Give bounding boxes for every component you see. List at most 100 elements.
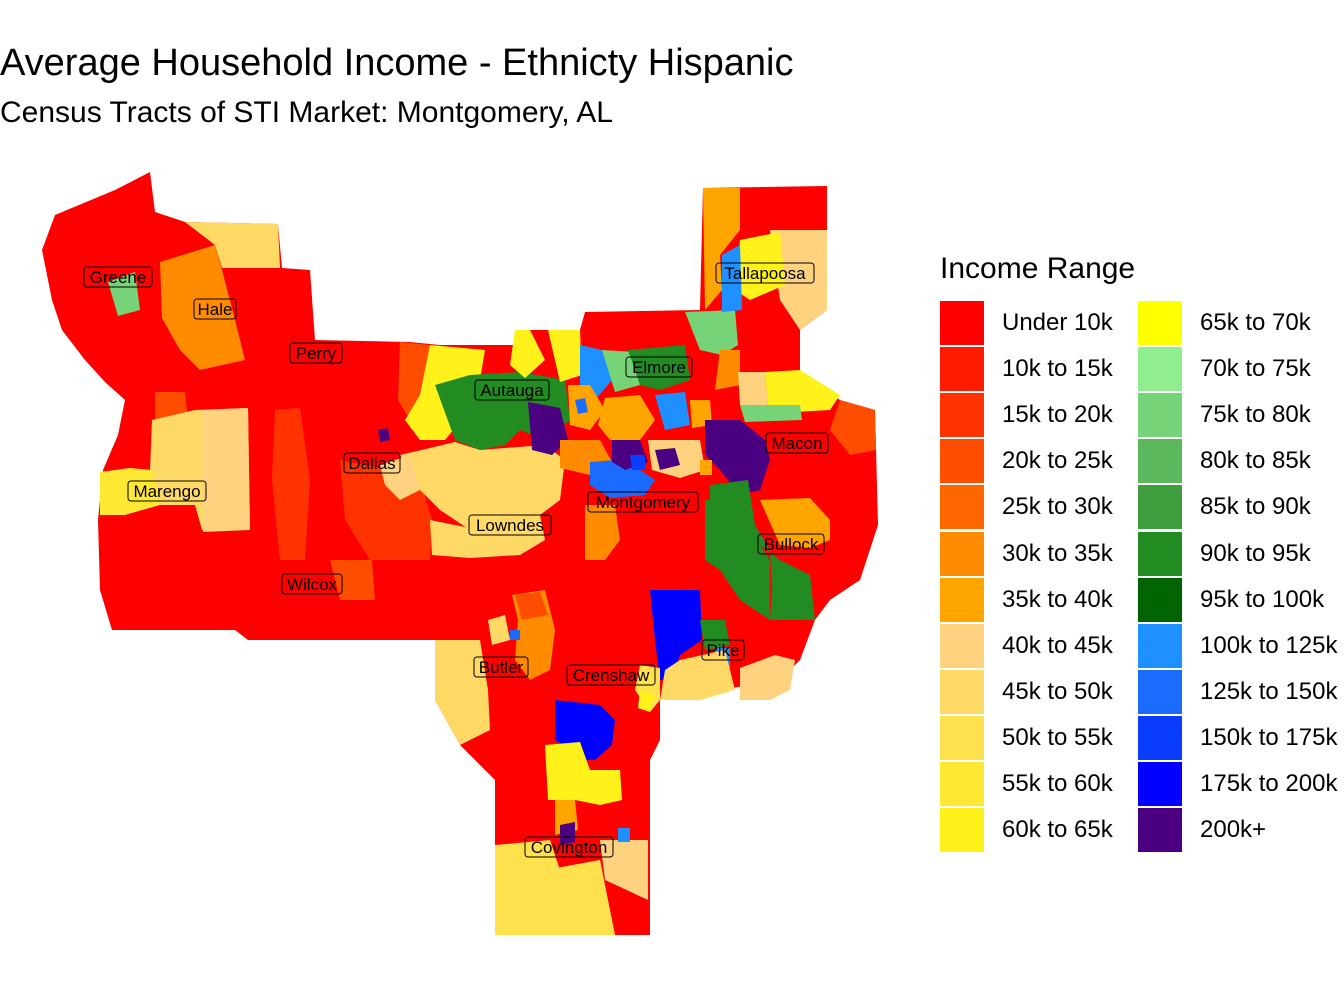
county-label-covington: Covington xyxy=(524,836,614,858)
tract xyxy=(770,230,827,330)
legend-swatch xyxy=(1138,808,1182,853)
legend-item: 75k to 80k xyxy=(1138,393,1311,438)
county-name: Autauga xyxy=(480,381,544,400)
tract xyxy=(600,840,648,900)
legend-label: 95k to 100k xyxy=(1200,585,1325,613)
legend-label: 40k to 45k xyxy=(1002,631,1113,659)
county-label-lowndes: Lowndes xyxy=(468,514,552,536)
map-subtitle: Census Tracts of STI Market: Montgomery,… xyxy=(0,96,613,129)
county-label-pike: Pike xyxy=(701,639,745,661)
tract xyxy=(510,630,520,640)
county-name: Greene xyxy=(90,268,147,287)
county-name: Tallapoosa xyxy=(724,264,806,283)
legend-swatch xyxy=(940,439,984,484)
legend-label: 55k to 60k xyxy=(1002,770,1113,797)
legend-swatch xyxy=(940,715,984,760)
county-label-montgomery: Montgomery xyxy=(587,491,699,513)
county-label-hale: Hale xyxy=(193,298,237,320)
county-label-wilcox: Wilcox xyxy=(281,573,343,595)
legend-label: 30k to 35k xyxy=(1002,539,1113,567)
legend-item: 85k to 90k xyxy=(1138,485,1311,530)
legend-label: 75k to 80k xyxy=(1200,401,1311,429)
county-name: Dallas xyxy=(348,454,395,473)
tract xyxy=(705,500,770,620)
legend-item: 90k to 95k xyxy=(1138,531,1311,576)
legend-item: 125k to 150k xyxy=(1138,669,1338,714)
tract xyxy=(185,222,280,268)
legend-item: 95k to 100k xyxy=(1138,577,1325,622)
tract xyxy=(715,350,740,390)
tract xyxy=(202,408,250,532)
legend-label: 70k to 75k xyxy=(1200,355,1311,383)
county-label-autauga: Autauga xyxy=(474,379,550,401)
tract xyxy=(740,655,795,700)
tract xyxy=(703,188,740,310)
legend-label: 85k to 90k xyxy=(1200,493,1311,521)
tract xyxy=(760,498,830,548)
county-name: Pike xyxy=(706,641,739,660)
legend-swatch xyxy=(1138,485,1182,530)
tract xyxy=(602,350,640,392)
legend-item: 80k to 85k xyxy=(1138,439,1311,484)
legend-item: 10k to 15k xyxy=(940,347,1113,392)
county-label-crenshaw: Crenshaw xyxy=(566,664,656,686)
tract xyxy=(400,442,565,530)
county-name: Lowndes xyxy=(476,516,544,535)
legend-swatch xyxy=(940,669,984,714)
legend-swatch xyxy=(1138,531,1182,576)
county-label-bullock: Bullock xyxy=(757,533,825,555)
legend-swatch xyxy=(940,485,984,530)
legend-item: 100k to 125k xyxy=(1138,623,1338,668)
legend-swatch xyxy=(1138,623,1182,668)
tract xyxy=(330,560,375,600)
legend-label: 100k to 125k xyxy=(1200,631,1338,659)
legend-label: 65k to 70k xyxy=(1200,309,1311,336)
tract xyxy=(700,620,730,650)
legend-label: 10k to 15k xyxy=(1002,355,1113,383)
legend-item: 60k to 65k xyxy=(940,808,1113,853)
tract xyxy=(830,400,876,455)
legend-label: 90k to 95k xyxy=(1200,539,1311,567)
tract xyxy=(575,398,588,414)
tract xyxy=(435,640,490,745)
county-name: Elmore xyxy=(632,358,686,377)
legend-item: 175k to 200k xyxy=(1138,762,1337,806)
tract xyxy=(430,515,545,558)
legend-swatch xyxy=(1138,393,1182,438)
county-label-marengo: Marengo xyxy=(127,480,207,502)
legend-item: 150k to 175k xyxy=(1138,715,1337,760)
tract xyxy=(738,372,768,405)
legend-item: Under 10k xyxy=(940,301,1113,345)
legend-swatch xyxy=(940,577,984,622)
legend-label: 35k to 40k xyxy=(1002,585,1113,613)
tract xyxy=(100,468,160,515)
map-title: Average Household Income - Ethnicty Hisp… xyxy=(0,42,794,84)
legend-swatch xyxy=(1138,347,1182,392)
county-name: Hale xyxy=(198,300,233,319)
legend-item: 35k to 40k xyxy=(940,577,1113,622)
tract xyxy=(510,330,545,378)
county-label-greene: Greene xyxy=(83,266,153,288)
choropleth-map: Greene Hale Perry Autauga Elmore Tallapo… xyxy=(42,172,878,935)
county-label-perry: Perry xyxy=(289,342,343,364)
tract xyxy=(495,840,560,935)
tract xyxy=(272,408,310,560)
county-name: Butler xyxy=(479,658,524,677)
tract xyxy=(378,428,390,442)
county-name: Perry xyxy=(296,344,337,363)
legend-title: Income Range xyxy=(940,252,1136,285)
county-name: Montgomery xyxy=(596,493,691,512)
legend-swatch xyxy=(1138,577,1182,622)
county-name: Macon xyxy=(771,434,822,453)
legend-item: 50k to 55k xyxy=(940,715,1113,760)
tract xyxy=(598,395,655,440)
tract xyxy=(638,690,655,712)
legend-swatch xyxy=(1138,439,1182,484)
legend-label: 50k to 55k xyxy=(1002,723,1113,751)
tract xyxy=(160,245,245,370)
legend-swatch xyxy=(940,808,984,853)
legend-item: 65k to 70k xyxy=(1138,301,1311,345)
legend-label: 125k to 150k xyxy=(1200,677,1338,705)
tract xyxy=(380,455,420,500)
tract xyxy=(560,822,575,845)
